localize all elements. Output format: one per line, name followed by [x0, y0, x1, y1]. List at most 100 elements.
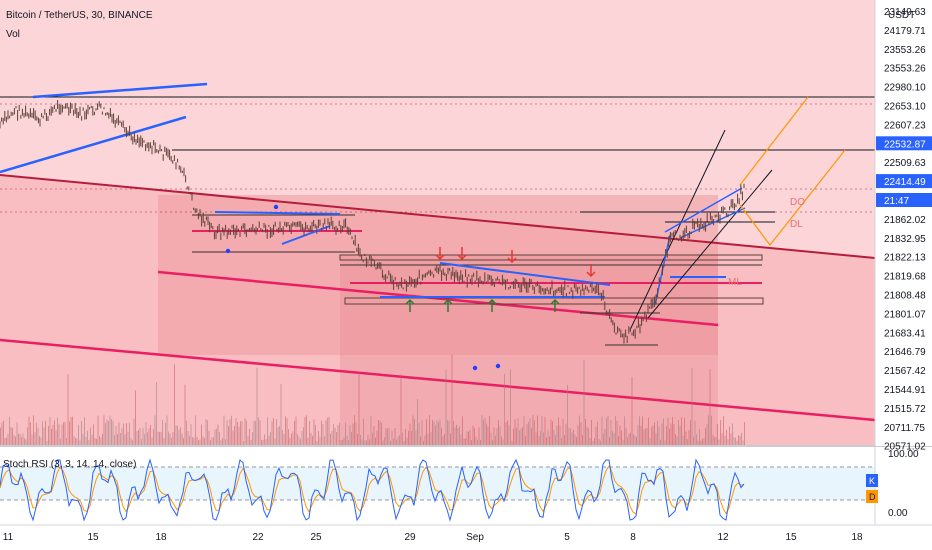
volume-bar [105, 422, 106, 445]
volume-bar [541, 416, 543, 445]
volume-bar [580, 422, 582, 445]
price-tag [876, 193, 932, 207]
down-arrows [435, 247, 596, 278]
volume-bar [69, 421, 70, 445]
volume-bar [213, 437, 214, 445]
volume-bar [574, 434, 576, 445]
volume-bar [319, 436, 321, 445]
volume-bar [403, 440, 405, 445]
volume-bar [672, 416, 673, 445]
volume-bar [370, 416, 372, 445]
volume-bar [22, 433, 24, 445]
volume-bar [289, 437, 291, 445]
volume-bar [550, 419, 552, 445]
volume-bar [739, 436, 741, 445]
volume-bar [454, 427, 456, 445]
volume-bar [195, 415, 196, 445]
volume-bar [465, 438, 466, 445]
volume-bar [637, 425, 639, 445]
volume-bar [526, 424, 528, 445]
volume-bar [666, 426, 667, 445]
volume-bar [735, 437, 736, 445]
volume-bar [295, 416, 297, 445]
volume-bar [567, 385, 568, 445]
price-axis-label: 22414.49 [884, 177, 926, 188]
volume-bar [291, 433, 292, 445]
currency-label: USDT [888, 10, 915, 21]
volume-bar [426, 419, 427, 445]
volume-bar [139, 427, 141, 445]
volume-bar [552, 421, 553, 445]
volume-bar [651, 427, 652, 445]
volume-bar [151, 437, 153, 445]
volume-bar [48, 426, 49, 445]
volume-bar [630, 432, 631, 445]
volume-bar [60, 438, 61, 445]
volume-bar [42, 421, 43, 445]
volume-bar [429, 415, 430, 445]
volume-bar [294, 420, 295, 445]
volume-bar [93, 424, 94, 445]
volume-bar [624, 416, 625, 445]
volume-bar [67, 374, 69, 445]
volume-bar [372, 432, 373, 445]
volume-bar [310, 432, 312, 445]
volume-bar [111, 419, 112, 445]
price-axis-label: 21544.91 [884, 385, 926, 396]
volume-bar [619, 425, 621, 445]
volume-bar [231, 415, 232, 445]
volume-bar [690, 419, 691, 445]
volume-bar [436, 420, 438, 445]
volume-bar [156, 382, 157, 445]
volume-bar [568, 427, 570, 445]
time-axis-label: 12 [717, 532, 729, 543]
volume-bar [577, 425, 579, 445]
volume-bar [427, 433, 429, 445]
volume-bar [270, 432, 271, 445]
volume-bar [475, 436, 477, 445]
volume-bar [117, 433, 118, 445]
volume-bar [114, 435, 115, 445]
range-blue [214, 211, 341, 215]
price-axis-label: 21646.79 [884, 347, 926, 358]
volume-bar [570, 428, 571, 445]
volume-bar [481, 415, 483, 445]
channel-line-blue [0, 115, 187, 174]
stoch-axis-bottom: 0.00 [888, 508, 908, 519]
time-axis-labels: 11 15 18 22 25 29 Sep 5 8 12 15 18 [3, 532, 863, 543]
volume-bar [238, 426, 240, 445]
up-arrows [405, 298, 560, 312]
volume-bar [708, 415, 709, 445]
volume-bar [435, 425, 436, 445]
volume-bar [453, 420, 454, 445]
volume-bar [250, 439, 252, 445]
volume-bar [715, 437, 717, 445]
volume-bar [297, 434, 298, 445]
time-axis-label: 5 [564, 532, 570, 543]
volume-bar [99, 436, 100, 445]
volume-bar [49, 416, 51, 445]
volume-bar [606, 417, 607, 445]
volume-bar [684, 417, 685, 445]
price-axis-label: 23553.26 [884, 64, 926, 75]
volume-bar [385, 428, 387, 445]
volume-bar [109, 415, 111, 445]
volume-bar [360, 434, 361, 445]
volume-bar [493, 427, 495, 445]
volume-bar [133, 418, 135, 445]
volume-bar [592, 440, 594, 445]
stoch-d-line [0, 464, 745, 515]
volume-bar [726, 429, 727, 445]
volume-bar [499, 426, 501, 445]
volume-bar [10, 427, 12, 445]
volume-bar [333, 424, 334, 445]
volume-bar [277, 427, 279, 445]
price-axis[interactable] [876, 0, 932, 446]
volume-bar [168, 431, 169, 445]
volume-bar [334, 427, 336, 445]
volume-bar [199, 439, 201, 445]
volume-bar [15, 436, 16, 445]
volume-bar [58, 424, 60, 445]
volume-bar [166, 415, 168, 445]
